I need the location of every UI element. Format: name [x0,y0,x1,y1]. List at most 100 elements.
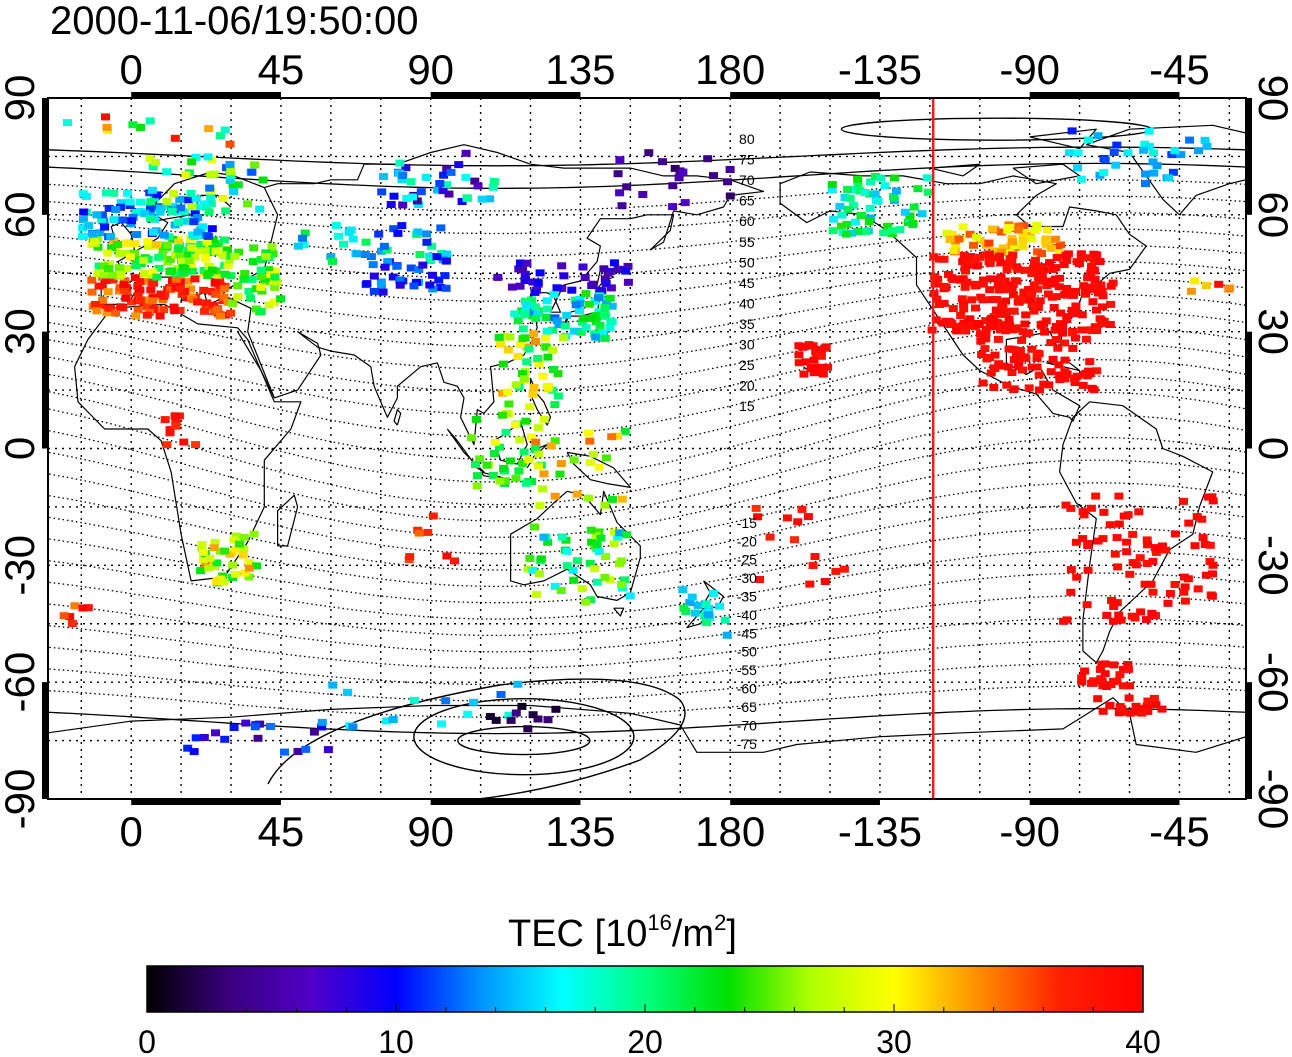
tec-point [1137,709,1147,717]
tec-point [1041,240,1051,248]
tec-point [1144,127,1154,135]
tec-point [241,719,251,727]
tec-point [538,485,547,493]
tec-point [817,363,827,371]
tec-point [534,450,544,458]
tec-point [606,284,616,292]
contour-label: 35 [739,316,755,332]
tec-point [932,295,942,303]
tec-point [1105,321,1115,328]
tec-point [1091,492,1101,500]
tec-point [560,322,570,330]
tec-point [592,541,602,549]
tec-point [1089,257,1099,265]
contour-label: 50 [739,254,755,270]
tec-point [435,180,445,187]
tec-point [495,443,504,451]
tec-point [1151,548,1161,556]
tec-point [1108,617,1118,625]
tec-point [613,170,623,178]
tec-point [225,550,235,558]
tec-point [810,553,820,560]
tec-point [437,720,446,728]
tec-point [939,282,949,290]
tec-point [1149,694,1159,702]
tec-point [1067,127,1077,135]
tec-point [406,178,416,186]
tec-point [990,365,1000,373]
tec-point [84,222,94,230]
tec-point [1046,368,1056,376]
tec-point [1061,501,1071,509]
tec-point [233,293,243,301]
tec-point [1090,282,1100,290]
tec-point [588,280,598,288]
tec-point [820,578,830,585]
tec-point [1035,297,1045,305]
tec-point [516,259,525,267]
tec-point [1170,147,1180,155]
tec-point [267,243,277,251]
tec-point [517,370,527,378]
tec-point [494,333,504,341]
tec-point [442,552,452,560]
tec-point [1081,335,1091,343]
tec-point [116,199,126,207]
tec-point [610,259,619,267]
magnetic-contour [48,342,1246,438]
tec-point [1093,695,1103,703]
tec-point [1008,345,1018,353]
tec-point [605,294,615,302]
tec-point [220,547,230,555]
tec-point [144,242,154,250]
tec-point [1203,493,1213,501]
tec-point [139,270,149,278]
tec-point [187,244,197,252]
tec-point [1151,701,1161,709]
tec-point [1111,161,1121,169]
tec-point [605,576,615,584]
tec-point [978,276,988,284]
tec-point [586,596,596,604]
tec-point [873,197,883,205]
tec-point [104,304,114,312]
tec-point [140,210,150,218]
tec-point [427,242,437,250]
tec-point [986,369,996,377]
tec-point [1095,315,1105,323]
tec-point [1225,284,1235,292]
tec-point [130,274,140,282]
tec-point [93,243,103,251]
south-pole-contour [267,678,686,799]
tec-point [1083,566,1093,574]
tec-point [1202,142,1212,150]
tec-point [818,370,828,378]
tec-point [240,569,250,577]
tec-point [678,586,688,594]
tec-point [559,334,568,342]
tec-point [187,203,197,211]
tec-point [230,253,240,260]
tec-point [597,287,607,295]
tec-point [668,203,678,211]
tec-point [1108,279,1118,287]
tec-point [853,228,863,235]
tec-point [485,195,494,203]
tec-point [1114,709,1124,717]
tec-point [162,441,172,449]
tec-point [1009,385,1019,393]
tec-point [163,241,172,249]
tec-point [513,352,523,360]
tec-point [821,343,831,351]
tec-point [533,715,543,723]
right-latitude-axis: 90 60 30 0 -30 -60 -90 [1250,75,1292,830]
tec-point [1032,354,1042,362]
tec-point [507,283,517,291]
tec-point [90,238,100,246]
tec-point [559,272,569,280]
tec-point [1098,303,1107,311]
tec-point [1056,320,1065,328]
tec-point [1123,149,1133,157]
tec-point [167,267,177,275]
tec-point [1012,351,1021,359]
